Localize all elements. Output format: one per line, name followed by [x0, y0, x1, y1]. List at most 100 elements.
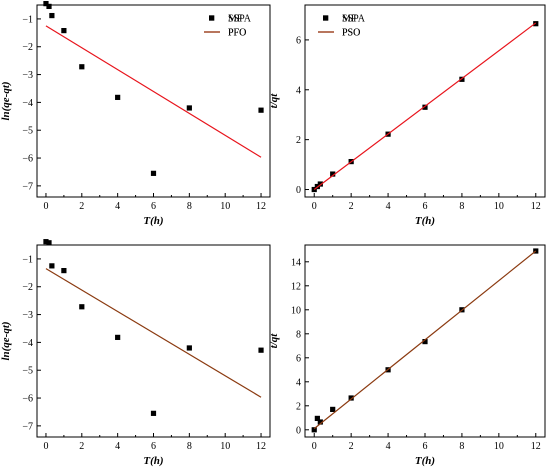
y-tick-label: −7 [22, 421, 33, 432]
chart-panel-bottom-right: 0 2 4 6 8 10 12 0 2 4 6 8 10 12 14 T(h) t/qt MF PSO [268, 14, 546, 467]
data-point-mf [61, 268, 67, 274]
legend: MF PSO [318, 14, 360, 39]
y-tick-label: 10 [291, 305, 301, 316]
data-point-sspa [186, 105, 192, 111]
x-tick-label: 4 [115, 441, 120, 452]
data-point-sspa [459, 76, 465, 82]
x-tick-label: 6 [151, 441, 156, 452]
data-point-sspa [330, 171, 336, 177]
data-point-sspa [317, 181, 323, 187]
data-point-sspa [115, 94, 121, 100]
x-tick-label: 0 [312, 201, 317, 212]
x-tick-label: 2 [349, 201, 354, 212]
legend-label: PFO [228, 28, 246, 39]
data-point-mf [317, 419, 323, 425]
data-point-mf [186, 345, 192, 351]
y-tick-label: −6 [22, 154, 33, 165]
x-tick-label: 2 [79, 201, 84, 212]
y-tick-label: −4 [22, 338, 33, 349]
x-tick-label: 4 [386, 441, 391, 452]
data-point-mf [533, 248, 539, 254]
x-tick-label: 6 [423, 441, 428, 452]
x-tick-label: 8 [459, 441, 464, 452]
x-axis-title: T(h) [143, 455, 163, 467]
plot-frame [36, 244, 271, 438]
x-tick-label: 4 [115, 201, 120, 212]
y-tick-label: 12 [291, 281, 301, 292]
data-point-mf [314, 415, 320, 421]
y-tick-label: −2 [22, 282, 33, 293]
y-tick-label: 0 [296, 425, 301, 436]
x-tick-label: 8 [459, 201, 464, 212]
x-axis-title: T(h) [415, 455, 435, 467]
data-point-sspa [150, 170, 157, 176]
y-tick-label: −6 [22, 394, 33, 405]
x-tick-label: 6 [423, 201, 428, 212]
y-tick-label: −3 [22, 310, 33, 321]
x-tick-label: 2 [79, 441, 84, 452]
x-axis-title: T(h) [143, 215, 163, 227]
y-tick-label: −2 [22, 42, 33, 53]
x-tick-label: 8 [187, 201, 192, 212]
legend-label: PFO [228, 28, 246, 39]
legend-label: SSPA [342, 14, 366, 25]
legend-label: MF [342, 14, 357, 25]
y-tick-label: 4 [296, 85, 301, 96]
data-point-mf [79, 304, 85, 310]
x-tick-label: 10 [494, 201, 504, 212]
x-tick-label: 12 [256, 441, 266, 452]
x-tick-label: 12 [531, 441, 541, 452]
y-tick-label: −5 [22, 366, 33, 377]
data-point-mf [311, 427, 317, 433]
legend-point-swatch [323, 15, 329, 21]
data-point-sspa [49, 12, 55, 19]
y-tick-label: −4 [22, 98, 33, 109]
data-point-mf [422, 339, 428, 345]
data-point-mf [46, 240, 52, 246]
chart-panel-top-left: 0 2 4 6 8 10 12 −1 −2 −3 −4 −5 −6 −7 T(h) ln(qe-qt) SSPA… [0, 1, 271, 227]
y-tick-label: 2 [296, 135, 301, 146]
legend-label: PSO [342, 28, 360, 39]
x-tick-label: 10 [220, 441, 230, 452]
data-point-mf [150, 410, 157, 416]
data-point-sspa [422, 104, 428, 110]
data-point-mf [49, 263, 55, 269]
x-tick-label: 12 [256, 201, 266, 212]
y-tick-label: 14 [291, 257, 301, 268]
data-point-mf [348, 395, 354, 401]
y-tick-label: −7 [22, 181, 33, 192]
y-axis-title: t/qt [268, 333, 280, 349]
x-tick-label: 12 [531, 201, 541, 212]
legend-label: PSO [342, 28, 360, 39]
y-tick-label: 4 [296, 377, 301, 388]
x-tick-label: 10 [494, 441, 504, 452]
plot-frame [304, 4, 546, 198]
y-tick-label: −5 [22, 126, 33, 137]
x-tick-label: 4 [386, 201, 391, 212]
y-tick-label: 6 [296, 353, 301, 364]
data-point-mf [43, 239, 49, 245]
chart-panel-bottom-left: 0 2 4 6 8 10 12 −1 −2 −3 −4 −5 −6 −7 T(h) ln(qe-qt) MF PF… [0, 14, 271, 467]
y-tick-label: −1 [22, 14, 33, 25]
x-tick-label: 0 [43, 441, 48, 452]
data-point-mf [115, 334, 121, 340]
y-tick-label: −3 [22, 70, 33, 81]
fit-line-pso [313, 22, 537, 190]
y-axis-title: ln(qe-qt) [0, 321, 12, 360]
legend: MF PFO [204, 14, 246, 39]
legend-label: MF [228, 14, 243, 25]
y-tick-label: 2 [296, 401, 301, 412]
fit-line-pfo [45, 25, 262, 158]
data-point-mf [258, 347, 264, 353]
y-axis-title: ln(qe-qt) [0, 81, 12, 120]
y-tick-label: −1 [22, 254, 33, 265]
x-tick-label: 8 [187, 441, 192, 452]
x-tick-label: 2 [349, 441, 354, 452]
chart-panel-top-right: 0 2 4 6 8 10 12 0 2 4 6 T(h) t/qt SSPA PSO [268, 4, 546, 227]
data-point-sspa [258, 107, 264, 113]
legend-point-swatch [209, 15, 215, 21]
fit-line-pfo [45, 268, 262, 398]
x-axis-title: T(h) [415, 215, 435, 227]
x-tick-label: 10 [220, 201, 230, 212]
